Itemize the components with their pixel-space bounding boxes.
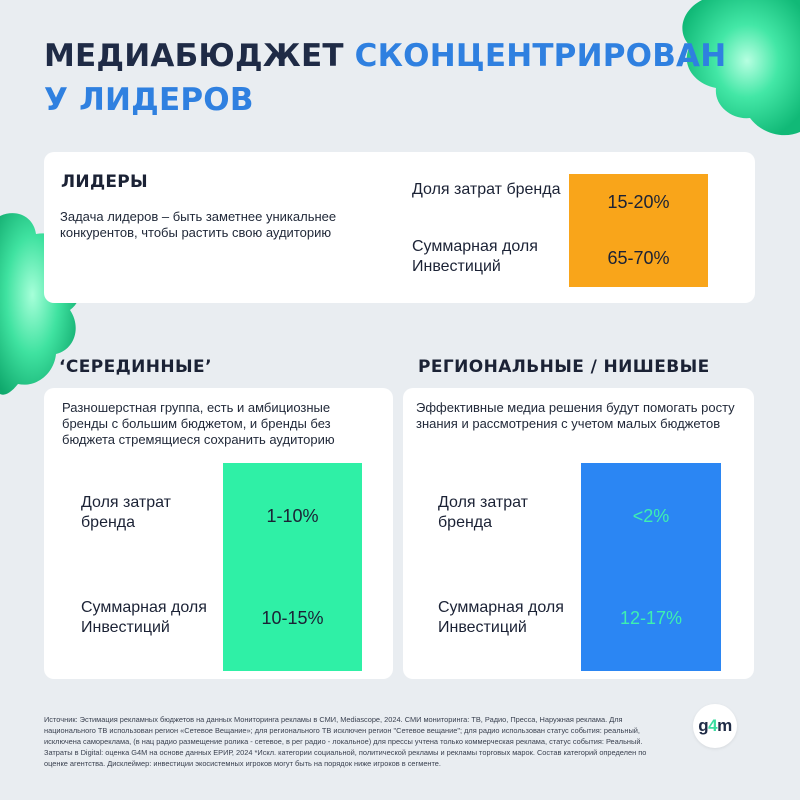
regional-total-share-value: 12-17% <box>619 608 683 628</box>
page-title: МЕДИАБЮДЖЕТ СКОНЦЕНТРИРОВАН У ЛИДЕРОВ <box>44 34 726 122</box>
regional-value-box <box>581 463 721 671</box>
decor-blob-top-right <box>682 0 800 136</box>
leaders-description: Задача лидеров – быть заметнее уникальне… <box>60 209 337 240</box>
middle-card: Разношерстная группа, есть и амбициозные… <box>44 388 393 679</box>
middle-value-box <box>223 463 362 671</box>
title-accent-part: СКОНЦЕНТРИРОВАН <box>354 38 727 74</box>
regional-heading: РЕГИОНАЛЬНЫЕ / НИШЕВЫЕ <box>418 357 710 377</box>
leaders-value-box: 15-20% 65-70% <box>569 174 708 287</box>
logo-letter-g: g <box>698 716 709 735</box>
title-dark-part: МЕДИАБЮДЖЕТ <box>44 38 344 74</box>
title-second-line: У ЛИДЕРОВ <box>44 82 254 118</box>
middle-total-share-label: Суммарная доля Инвестиций <box>81 599 207 636</box>
middle-description: Разношерстная группа, есть и амбициозные… <box>62 400 335 447</box>
regional-brand-share-value: <2% <box>632 506 670 526</box>
regional-description: Эффективные медиа решения будут помогать… <box>416 400 735 431</box>
logo-letter-m: m <box>717 716 732 735</box>
regional-brand-share-label: Доля затрат бренда <box>438 494 528 531</box>
leaders-heading: ЛИДЕРЫ <box>61 172 148 192</box>
middle-heading: ‘СЕРЕДИННЫЕ’ <box>59 357 212 377</box>
middle-brand-share-value: 1-10% <box>266 506 319 526</box>
middle-brand-share-label: Доля затрат бренда <box>81 494 171 531</box>
leaders-total-share-label: Суммарная доля Инвестиций <box>412 238 538 275</box>
leaders-brand-share-value: 15-20% <box>607 192 670 212</box>
leaders-card: ЛИДЕРЫ Задача лидеров – быть заметнее ун… <box>44 152 755 303</box>
leaders-total-share-value: 65-70% <box>607 248 670 268</box>
source-footnote: Источник: Эстимация рекламных бюджетов н… <box>44 715 647 768</box>
regional-card: Эффективные медиа решения будут помогать… <box>403 388 754 679</box>
leaders-brand-share-label: Доля затрат бренда <box>412 181 561 198</box>
logo-digit-4: 4 <box>708 716 718 735</box>
regional-total-share-label: Суммарная доля Инвестиций <box>438 599 564 636</box>
middle-total-share-value: 10-15% <box>261 608 324 628</box>
